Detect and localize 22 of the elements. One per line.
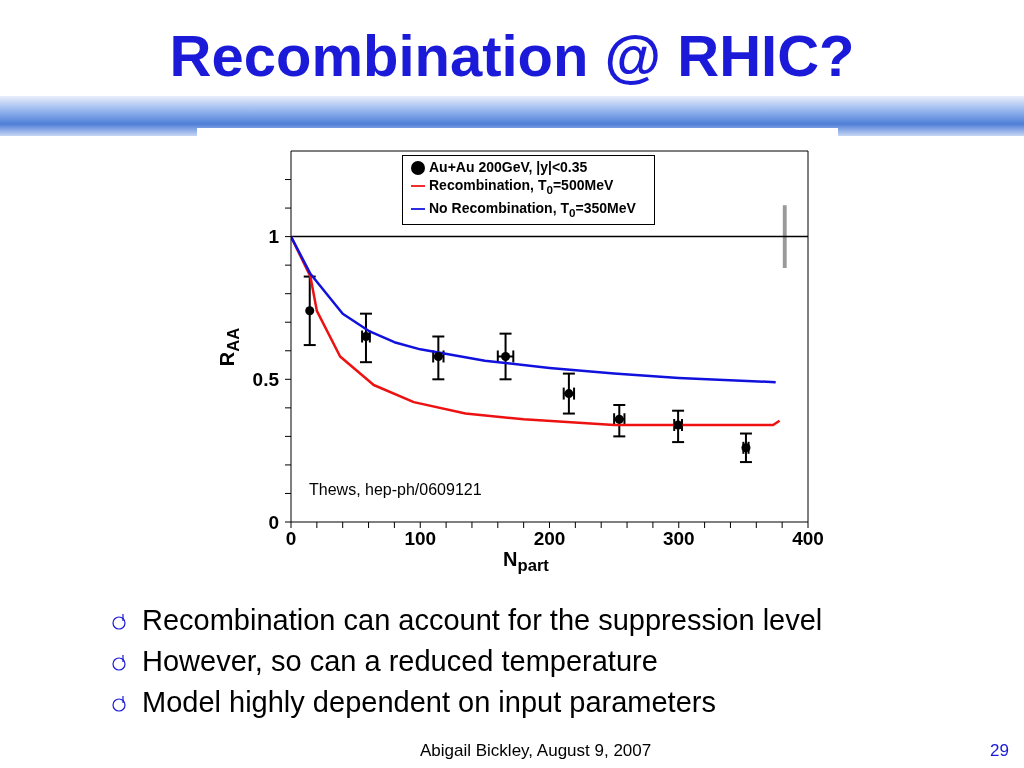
x-tick-label: 300 [662,528,695,550]
text: 29 [990,741,1009,761]
y-tick-label: 1 [268,226,280,248]
text: Abigail Bickley, August 9, 2007 [420,741,652,761]
x-tick-label: 200 [533,528,566,550]
y-tick-label: 0.5 [252,369,280,391]
line-series [291,235,777,384]
text: However, so can a reduced temperature [142,645,658,678]
text: Recombination can account for the suppression level [142,604,823,637]
y-tick-label: 0 [268,511,279,533]
text: Model highly dependent on input parameters [142,686,716,719]
x-tick-label: 0 [285,528,297,550]
legend-label: Recombination, T$_{0}$=500MeV [429,177,614,196]
point [305,306,315,316]
point [501,351,511,361]
x-tick-label: 400 [792,528,824,550]
legend-label: Au+Au 200GeV, |y|<0.35 [429,159,588,175]
chart-title: Recombination @ RHIC? [168,22,856,89]
x-tick-label: 100 [404,528,437,550]
legend-label: No Recombination, T$_{0}$=350MeV [429,199,636,219]
x-axis-title: N$_{part}$ [503,548,549,576]
annotation: Thews, hep-ph/0609121 [309,481,482,499]
